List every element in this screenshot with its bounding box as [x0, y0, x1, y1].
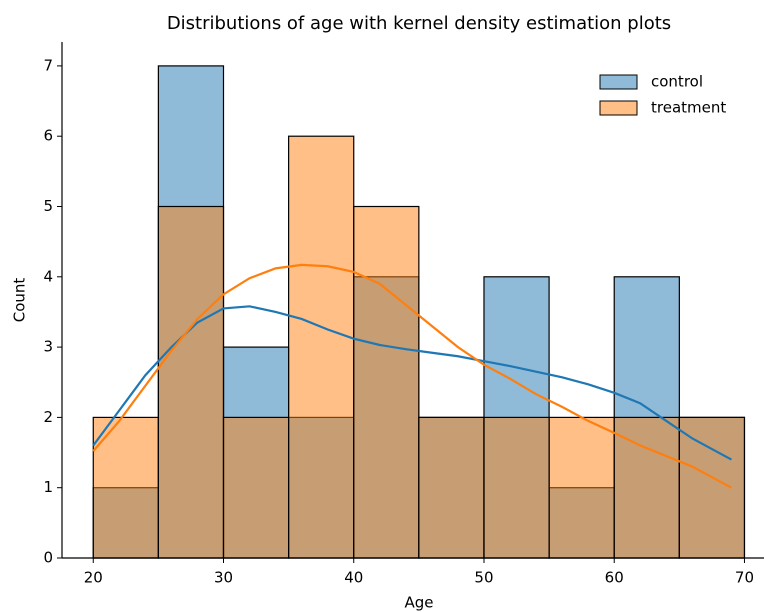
y-tick-label: 4	[43, 267, 53, 285]
chart-title: Distributions of age with kernel density…	[167, 13, 671, 34]
bar	[157, 205, 225, 559]
bar	[678, 416, 746, 559]
bar	[222, 416, 290, 559]
x-tick-label: 20	[84, 569, 103, 587]
y-tick-label: 7	[43, 56, 53, 74]
bar	[288, 135, 355, 559]
x-tick-label: 70	[735, 569, 754, 587]
bar	[353, 205, 420, 559]
y-tick-label: 6	[43, 127, 53, 145]
y-tick-label: 3	[43, 338, 53, 356]
x-tick-label: 40	[344, 569, 363, 587]
legend-label: treatment	[651, 99, 726, 117]
bar	[613, 416, 680, 559]
y-tick-label: 2	[43, 408, 53, 426]
y-axis-label: Count	[11, 278, 29, 323]
x-tick-label: 50	[474, 569, 493, 587]
bar	[418, 416, 485, 559]
y-tick-label: 5	[43, 197, 53, 215]
x-axis-label: Age	[404, 594, 433, 612]
legend-swatch	[599, 100, 638, 116]
legend-swatch	[599, 74, 638, 90]
kde-line	[92, 263, 732, 489]
kde-line	[92, 305, 732, 461]
bar	[548, 416, 615, 559]
y-tick-label: 1	[43, 478, 53, 496]
bar	[483, 416, 550, 559]
legend-label: control	[651, 73, 703, 91]
y-tick-label: 0	[43, 549, 53, 567]
x-tick-label: 30	[214, 569, 233, 587]
x-tick-label: 60	[605, 569, 624, 587]
